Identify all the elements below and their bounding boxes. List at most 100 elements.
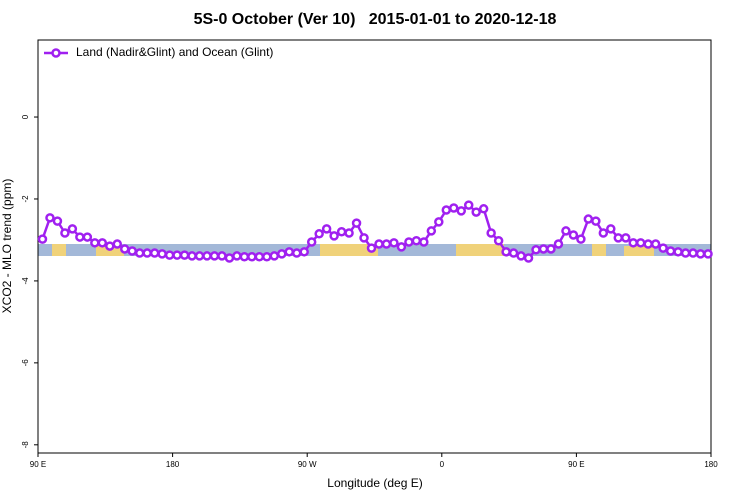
- data-point: [351, 218, 362, 228]
- data-point: [688, 248, 698, 258]
- data-point: [553, 239, 564, 249]
- data-point: [389, 238, 399, 248]
- data-point: [478, 204, 489, 214]
- data-point: [119, 244, 130, 254]
- y-tick-label: -4: [21, 277, 30, 285]
- data-point: [314, 229, 324, 239]
- data-point: [396, 242, 407, 252]
- data-point: [516, 251, 526, 261]
- land-patch: [592, 244, 606, 256]
- data-point: [149, 248, 160, 258]
- chart-title: 5S-0 October (Ver 10) 2015-01-01 to 2020…: [194, 11, 557, 28]
- data-point: [82, 232, 93, 242]
- data-point: [434, 217, 444, 227]
- x-tick-label: 90 E: [568, 460, 584, 469]
- x-tick-label: 180: [704, 460, 718, 469]
- data-point: [321, 224, 332, 234]
- data-point: [643, 239, 653, 249]
- data-point: [172, 250, 182, 260]
- data-point: [299, 247, 309, 257]
- data-point: [239, 251, 250, 262]
- data-point: [591, 216, 601, 226]
- data-point: [680, 248, 691, 258]
- data-point: [179, 250, 190, 260]
- land-patch: [456, 244, 504, 256]
- data-point: [142, 248, 152, 258]
- data-point: [374, 239, 384, 249]
- data-point: [134, 248, 145, 258]
- data-point: [75, 232, 85, 242]
- data-point: [277, 249, 287, 259]
- data-point: [224, 253, 235, 263]
- land-patch: [52, 244, 66, 256]
- data-point: [523, 253, 534, 263]
- data-point: [583, 214, 594, 224]
- data-point: [157, 249, 167, 259]
- data-point: [531, 245, 541, 255]
- y-tick-label: -2: [21, 195, 30, 203]
- data-point: [254, 251, 265, 262]
- data-point: [45, 213, 55, 223]
- x-tick-label: 90 E: [30, 460, 46, 469]
- y-tick-label: -6: [21, 359, 30, 367]
- data-point: [366, 243, 377, 253]
- data-point: [561, 226, 571, 236]
- land-patch: [96, 246, 124, 256]
- land-patch: [624, 246, 654, 256]
- data-point: [598, 228, 609, 238]
- x-tick-label: 90 W: [298, 460, 317, 469]
- data-point: [97, 238, 108, 248]
- data-point: [621, 233, 631, 243]
- data-point: [463, 200, 474, 210]
- data-point: [568, 230, 579, 240]
- data-point: [658, 243, 668, 253]
- data-point: [262, 251, 272, 262]
- data-point: [576, 234, 586, 244]
- data-point: [471, 207, 481, 217]
- data-point: [90, 238, 100, 248]
- x-axis-label: Longitude (deg E): [327, 476, 422, 490]
- data-point: [336, 227, 347, 237]
- data-point: [67, 224, 78, 234]
- data-point: [650, 239, 661, 249]
- data-point: [359, 233, 369, 243]
- data-point: [112, 239, 123, 249]
- y-tick-label: -8: [21, 441, 30, 449]
- data-point: [202, 251, 212, 261]
- x-tick-label: 0: [440, 460, 445, 469]
- data-point: [329, 231, 339, 241]
- data-point: [449, 203, 459, 213]
- data-point: [232, 251, 242, 261]
- data-point: [187, 251, 197, 261]
- data-point: [52, 216, 63, 226]
- plot-frame: [37, 39, 712, 454]
- data-point: [105, 241, 115, 251]
- data-point: [456, 206, 466, 216]
- data-point: [493, 236, 504, 246]
- data-point: [381, 239, 392, 249]
- data-point: [508, 248, 519, 258]
- data-point: [284, 247, 295, 257]
- data-point: [60, 228, 70, 238]
- legend-label: Land (Nadir&Glint) and Ocean (Glint): [76, 45, 273, 59]
- data-point: [269, 251, 280, 261]
- data-point: [628, 238, 638, 248]
- data-point: [291, 248, 302, 258]
- data-point: [217, 251, 227, 261]
- data-point: [411, 236, 422, 246]
- data-point: [164, 250, 175, 260]
- y-axis-label: XCO2 - MLO trend (ppm): [0, 179, 14, 314]
- data-point: [419, 237, 429, 247]
- data-point: [613, 233, 624, 243]
- data-point: [247, 251, 257, 262]
- data-point: [486, 228, 496, 238]
- data-point: [441, 205, 452, 215]
- data-point: [306, 237, 317, 247]
- y-tick-label: 0: [21, 114, 30, 119]
- data-point: [695, 249, 706, 259]
- data-point: [703, 249, 713, 259]
- land-patch: [320, 244, 378, 256]
- x-tick-label: 180: [166, 460, 180, 469]
- data-point: [501, 247, 511, 257]
